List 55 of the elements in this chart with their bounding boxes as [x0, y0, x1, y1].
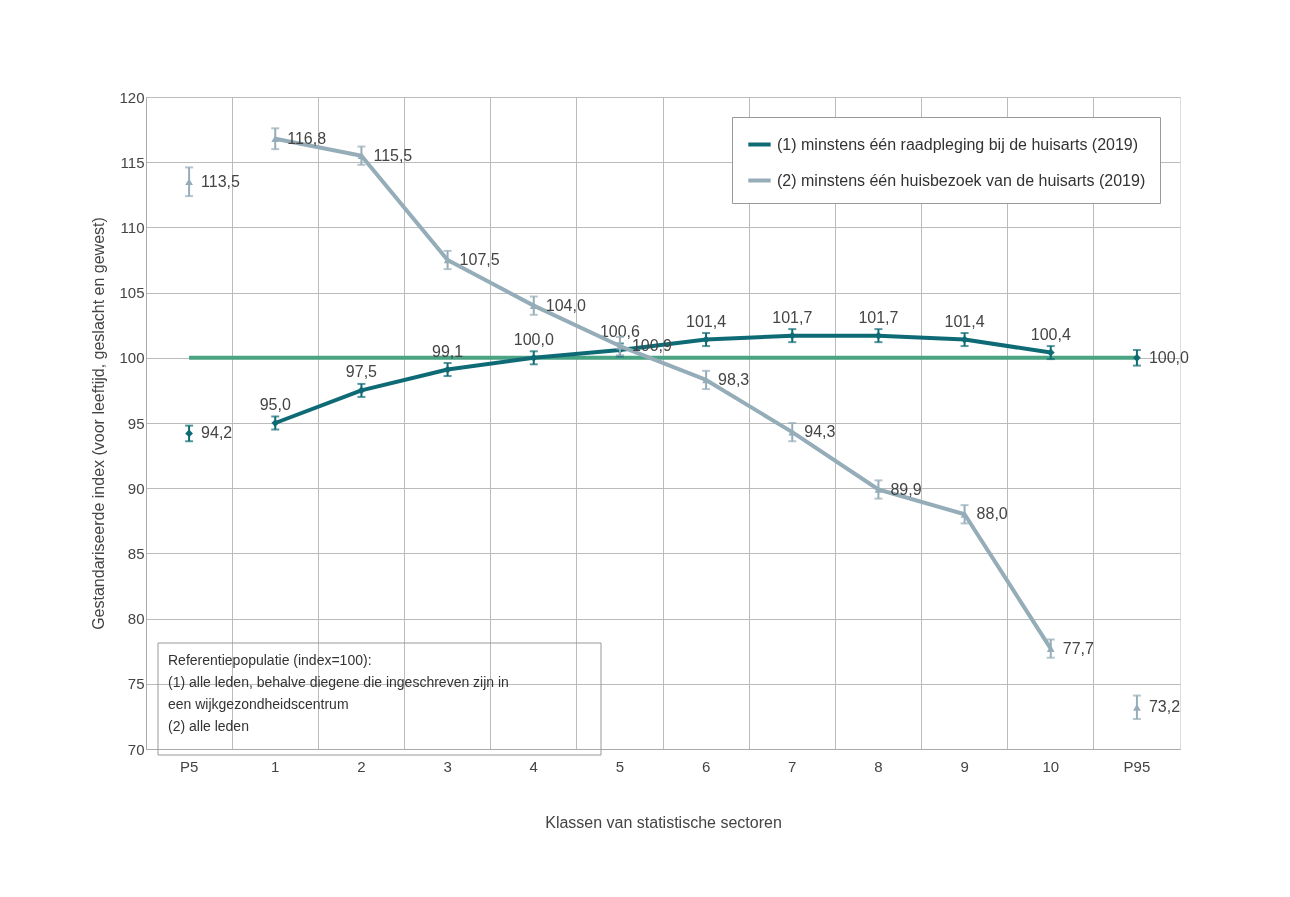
x-tick-label: 6: [701, 757, 711, 775]
data-label: 77,7: [1062, 639, 1094, 657]
x-tick-label: P95: [1123, 757, 1151, 775]
x-tick-label: 5: [615, 757, 625, 775]
x-tick-label: 8: [874, 757, 883, 775]
data-label: 100,0: [513, 330, 554, 348]
data-label: 107,5: [459, 251, 500, 268]
data-label: 116,8: [287, 129, 327, 147]
y-tick-label: 85: [127, 544, 145, 562]
y-tick-label: 100: [119, 349, 145, 367]
data-label: 101,7: [858, 308, 899, 326]
x-tick-label: 4: [529, 757, 538, 775]
data-label: 95,0: [259, 396, 291, 413]
data-label: 100,4: [1030, 325, 1071, 343]
x-tick-label: 9: [960, 757, 969, 775]
data-label: 99,1: [432, 342, 464, 360]
annotation: een wijkgezondheidscentrum: [168, 696, 349, 712]
data-label: 101,7: [772, 308, 813, 326]
y-tick-label: 115: [120, 153, 145, 171]
data-label: 101,4: [686, 312, 727, 330]
x-tick-label: 7: [788, 757, 797, 775]
y-tick-label: 90: [127, 479, 145, 497]
data-label: 94,2: [201, 424, 233, 442]
annotation: (2) alle leden: [168, 718, 249, 734]
y-tick-label: 70: [127, 740, 145, 758]
y-tick-label: 110: [120, 218, 145, 236]
y-tick-label: 105: [119, 284, 145, 302]
x-tick-label: 10: [1042, 757, 1060, 775]
data-label: 104,0: [545, 296, 586, 314]
y-tick-label: 120: [119, 88, 145, 106]
data-label: 88,0: [976, 505, 1008, 523]
x-tick-label: 1: [271, 757, 280, 775]
legend-label: (1) minstens één raadpleging bij de huisarts (2019): [777, 135, 1139, 153]
data-label: 101,4: [944, 312, 985, 330]
data-label: 100,9: [631, 337, 673, 355]
data-label: 115,5: [373, 146, 413, 164]
data-label: 98,3: [718, 370, 750, 388]
x-tick-label: 3: [443, 757, 452, 775]
legend-label: (2) minstens één huisbezoek van de huisarts (2019): [777, 171, 1146, 189]
data-label: 73,2: [1148, 698, 1181, 716]
y-tick-label: 95: [127, 414, 145, 432]
x-axis-title: Klassen van statistische sectoren: [545, 813, 782, 831]
y-axis-title: Gestandariseerde index (voor leeftijd, geslacht en gewest): [90, 217, 108, 630]
data-label: 100,0: [1148, 348, 1190, 366]
annotation: Referentiepopulatie (index=100):: [168, 652, 372, 668]
data-label: 89,9: [890, 480, 922, 498]
x-tick-label: 2: [357, 757, 366, 775]
y-tick-label: 80: [127, 610, 145, 628]
data-label: 94,3: [804, 423, 836, 441]
data-label: 97,5: [345, 363, 378, 381]
data-label: 100,6: [599, 322, 641, 340]
data-label: 113,5: [201, 172, 241, 190]
y-tick-label: 75: [127, 675, 145, 693]
x-tick-label: P5: [179, 757, 199, 775]
annotation: (1) alle leden, behalve diegene die ingeschreven zijn in: [168, 674, 509, 690]
